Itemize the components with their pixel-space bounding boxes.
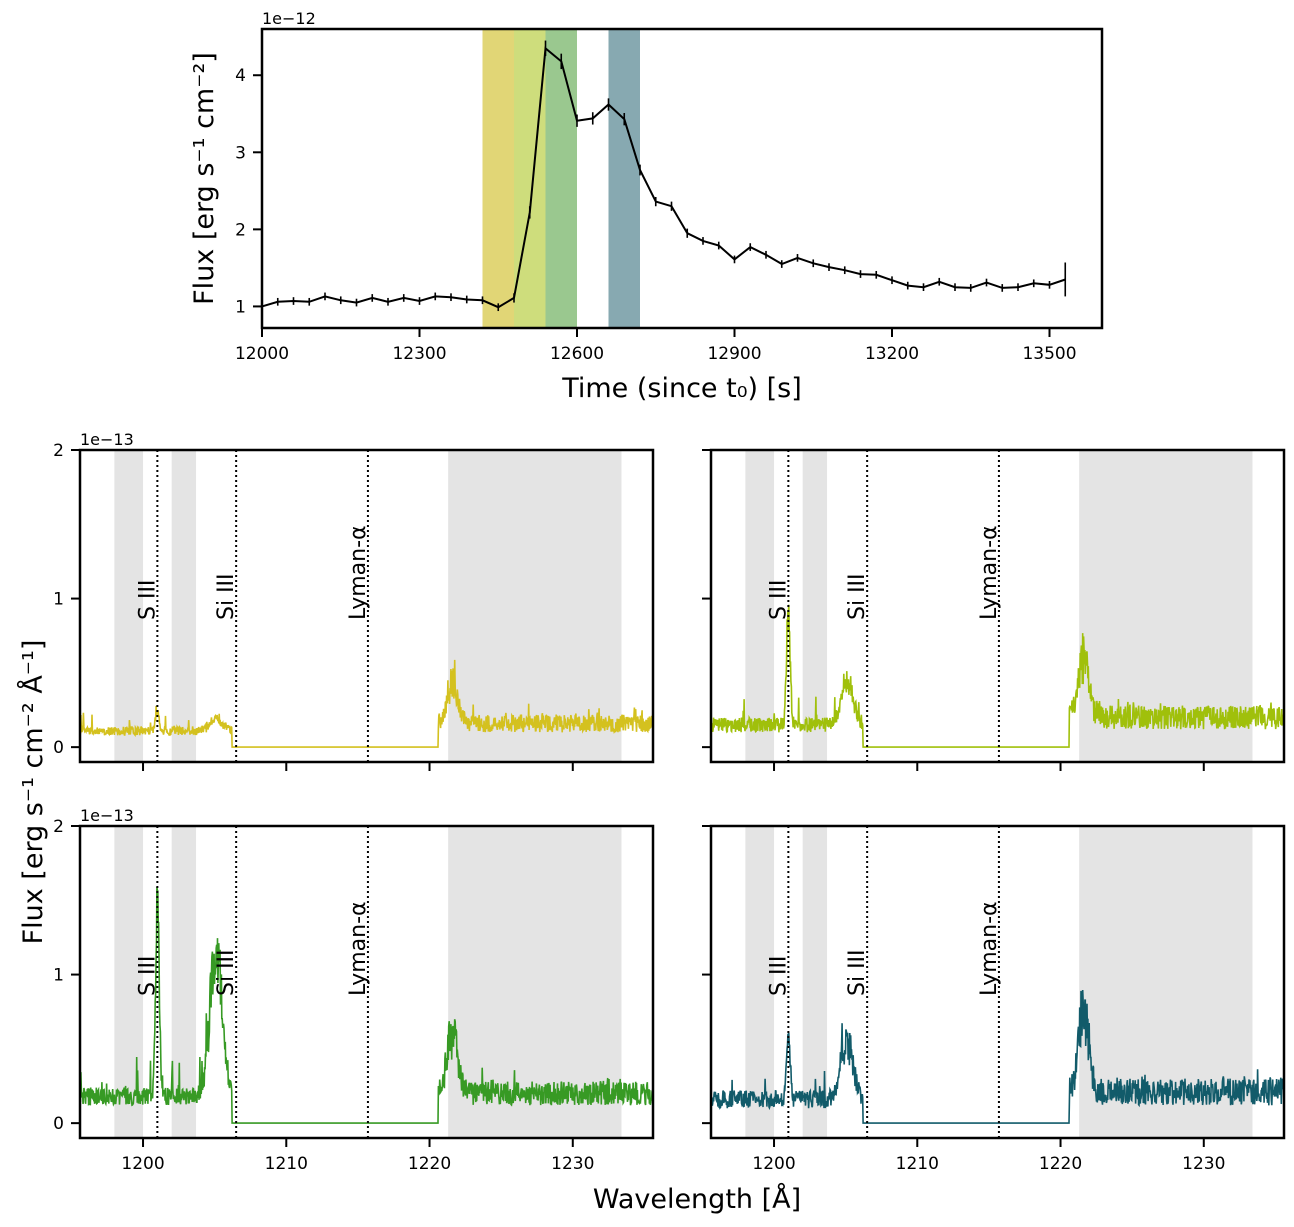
lightcurve-x-axis-label: Time (since t₀) [s]	[561, 373, 802, 404]
masked-region	[171, 826, 197, 1138]
spectrum-panel-3: S III Si III Lyman-α 1200 1210 1220 1230 0 1 2 1e−…	[53, 806, 655, 1174]
x-tick-label: 12000	[235, 344, 289, 364]
x-tick-label: 12600	[550, 344, 604, 364]
shared-x-axis-label: Wavelength [Å]	[593, 1183, 801, 1215]
x-tick-label: 1200	[121, 1154, 164, 1174]
shared-y-axis-label: Flux [erg s⁻¹ cm⁻² Å⁻¹]	[17, 640, 49, 945]
spectrum-line	[79, 886, 654, 1124]
x-tick-label: 13200	[865, 344, 919, 364]
spectrum-panel-4: S III Si III Lyman-α 1200 1210 1220 1230	[702, 824, 1286, 1174]
time-window-2	[514, 29, 546, 328]
x-tick-label: 1200	[752, 1154, 795, 1174]
y-tick-label: 2	[53, 441, 64, 461]
y-tick-label: 1	[235, 297, 246, 317]
x-tick-label: 1210	[265, 1154, 308, 1174]
y-tick-label: 0	[53, 738, 64, 758]
time-window-1	[482, 29, 514, 328]
lightcurve-panel: 12000 12300 12600 12900 13200 13500 1 2 3 4 1e−12 T…	[189, 9, 1104, 404]
line-marker-label: S III	[135, 956, 160, 996]
masked-region	[171, 450, 197, 762]
x-tick-label: 1230	[551, 1154, 594, 1174]
y-tick-label: 1	[53, 966, 64, 986]
spectrum-line	[710, 989, 1285, 1124]
line-marker-label: Si III	[214, 573, 239, 620]
masked-region	[745, 826, 775, 1138]
y-tick-label: 2	[235, 220, 246, 240]
y-tick-label: 3	[235, 143, 246, 163]
line-marker-label: Si III	[214, 949, 239, 996]
lightcurve-y-axis-label: Flux [erg s⁻¹ cm⁻²]	[189, 52, 220, 305]
spectrum-line	[710, 604, 1285, 748]
y-tick-label: 1	[53, 590, 64, 610]
y-tick-label: 2	[53, 817, 64, 837]
masked-region	[114, 450, 144, 762]
line-marker-label: Si III	[845, 573, 870, 620]
x-tick-label: 12300	[392, 344, 446, 364]
y-offset-label: 1e−13	[80, 806, 134, 825]
spectrum-frame	[78, 448, 655, 764]
x-tick-label: 1220	[408, 1154, 451, 1174]
masked-region	[745, 450, 775, 762]
spectrum-frame	[709, 824, 1286, 1140]
line-marker-label: S III	[766, 580, 791, 620]
spectrum-panel-2: S III Si III Lyman-α	[702, 448, 1286, 771]
line-marker-label: S III	[135, 580, 160, 620]
x-tick-label: 1230	[1182, 1154, 1225, 1174]
x-tick-label: 1220	[1039, 1154, 1082, 1174]
line-marker-label: Lyman-α	[977, 525, 1002, 620]
masked-region	[448, 450, 622, 762]
time-window-3	[545, 29, 577, 328]
y-offset-label: 1e−12	[262, 9, 316, 28]
y-tick-label: 4	[235, 66, 246, 86]
x-tick-label: 1210	[896, 1154, 939, 1174]
spectrum-frame	[78, 824, 655, 1140]
spectrum-line	[79, 659, 654, 748]
line-marker-label: Si III	[845, 949, 870, 996]
lightcurve-line	[261, 46, 1066, 309]
time-window-4	[608, 29, 640, 328]
y-tick-label: 0	[53, 1114, 64, 1134]
line-marker-label: S III	[766, 956, 791, 996]
spectrum-frame	[709, 448, 1286, 764]
lightcurve-frame	[260, 27, 1104, 330]
line-marker-label: Lyman-α	[346, 901, 371, 996]
spectrum-panel-1: S III Si III Lyman-α 0 1 2 1e−13	[53, 430, 655, 771]
x-tick-label: 12900	[707, 344, 761, 364]
x-tick-label: 13500	[1022, 344, 1076, 364]
line-marker-label: Lyman-α	[346, 525, 371, 620]
line-marker-label: Lyman-α	[977, 901, 1002, 996]
y-offset-label: 1e−13	[80, 430, 134, 449]
